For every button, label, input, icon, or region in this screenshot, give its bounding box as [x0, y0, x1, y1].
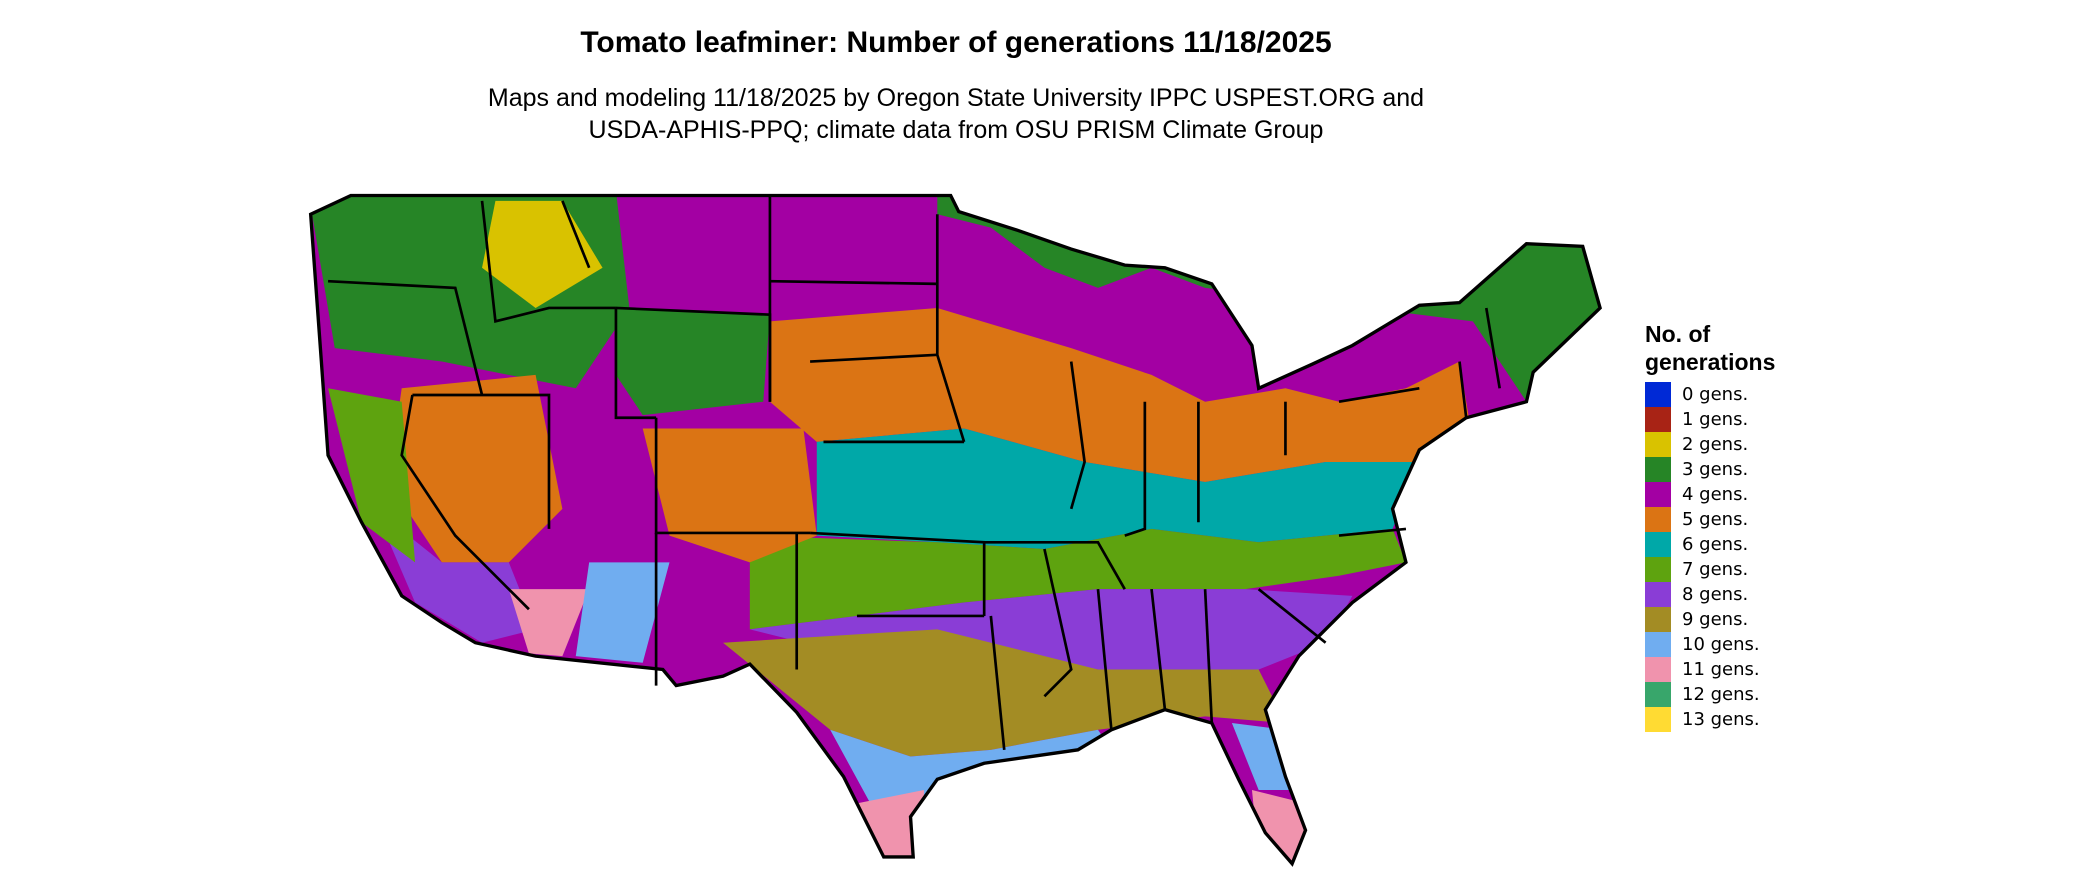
legend-swatch [1645, 482, 1671, 507]
legend-item: 7 gens. [1645, 557, 1775, 582]
legend-title-line1: No. of [1645, 321, 1711, 347]
state-boundary [989, 615, 1006, 750]
legend-item: 11 gens. [1645, 657, 1775, 682]
state-boundary [615, 306, 772, 402]
legend-label: 12 gens. [1682, 684, 1760, 705]
legend-swatch [1645, 707, 1671, 732]
zone-7-gens-coast [328, 388, 416, 563]
legend-label: 0 gens. [1682, 384, 1749, 405]
zone-3-gens-wyoming [615, 307, 770, 416]
state-boundary [1124, 401, 1147, 537]
legend-swatch [1645, 532, 1671, 557]
state-boundary [1150, 589, 1167, 710]
state-boundary [1203, 589, 1214, 724]
state-boundary [810, 353, 938, 363]
legend-swatch [1645, 432, 1671, 457]
state-boundary [1338, 386, 1420, 404]
legend-item: 13 gens. [1645, 707, 1775, 732]
zone-5-gens [769, 307, 1473, 483]
legend-swatch [1645, 657, 1671, 682]
legend-label: 9 gens. [1682, 609, 1749, 630]
legend-item: 6 gens. [1645, 532, 1775, 557]
map-title: Tomato leafminer: Number of generations … [580, 26, 1332, 59]
zone-8-gens [749, 589, 1353, 670]
zone-9-gens [723, 629, 1286, 757]
state-boundary [1484, 307, 1502, 389]
legend-label: 8 gens. [1682, 584, 1749, 605]
state-boundary [327, 279, 484, 396]
state-boundary [1257, 588, 1327, 644]
state-boundary [1069, 361, 1086, 510]
legend-label: 10 gens. [1682, 634, 1760, 655]
legend-item: 12 gens. [1645, 682, 1775, 707]
generation-zones [310, 195, 1601, 864]
legend-item: 8 gens. [1645, 582, 1775, 607]
state-boundary [412, 393, 551, 529]
legend-label: 3 gens. [1682, 459, 1749, 480]
legend-label: 4 gens. [1682, 484, 1749, 505]
legend-swatch [1645, 632, 1671, 657]
state-boundary [935, 214, 966, 443]
zone-7-gens [749, 528, 1406, 630]
legend-swatch [1645, 507, 1671, 532]
legend-item: 2 gens. [1645, 432, 1775, 457]
legend-item: 0 gens. [1645, 382, 1775, 407]
legend-label: 13 gens. [1682, 709, 1760, 730]
legend-label: 1 gens. [1682, 409, 1749, 430]
legend: No. of generations 0 gens. 1 gens. 2 gens.… [1645, 320, 1775, 732]
legend-item: 1 gens. [1645, 407, 1775, 432]
state-boundary [984, 540, 1126, 590]
legend-swatch [1645, 607, 1671, 632]
legend-item: 4 gens. [1645, 482, 1775, 507]
state-boundary [1043, 548, 1073, 698]
legend-label: 2 gens. [1682, 434, 1749, 455]
map-subtitle-line2: USDA-APHIS-PPQ; climate data from OSU PR… [588, 116, 1324, 144]
zone-11-gens-southwest [508, 589, 590, 657]
legend-item: 10 gens. [1645, 632, 1775, 657]
zone-11-gens-florida [1251, 790, 1306, 864]
legend-label: 7 gens. [1682, 559, 1749, 580]
state-boundary [614, 307, 657, 420]
legend-item: 3 gens. [1645, 457, 1775, 482]
legend-title-line2: generations [1645, 349, 1776, 375]
legend-label: 11 gens. [1682, 659, 1760, 680]
legend-title: No. of generations [1645, 320, 1775, 376]
state-boundary [769, 279, 938, 286]
state-boundary [400, 394, 530, 611]
zone-6-gens [816, 428, 1420, 549]
legend-swatch [1645, 382, 1671, 407]
legend-item: 5 gens. [1645, 507, 1775, 532]
zone-5-gens-colorado [642, 428, 817, 563]
state-boundaries [327, 195, 1502, 750]
zone-10-gens-arizona [575, 562, 670, 663]
legend-swatch [1645, 407, 1671, 432]
zone-5-gens-greatbasin [388, 374, 563, 563]
legend-item: 9 gens. [1645, 607, 1775, 632]
state-boundary [1096, 589, 1113, 730]
legend-label: 6 gens. [1682, 534, 1749, 555]
map-subtitle-line1: Maps and modeling 11/18/2025 by Oregon S… [487, 84, 1425, 112]
legend-label: 5 gens. [1682, 509, 1749, 530]
state-boundary [480, 200, 616, 324]
state-boundary [561, 200, 591, 269]
state-boundary [1458, 361, 1468, 418]
us-outline [308, 193, 1602, 867]
legend-swatch [1645, 557, 1671, 582]
legend-swatch [1645, 457, 1671, 482]
legend-swatch [1645, 582, 1671, 607]
zone-8-gens-california [374, 508, 536, 643]
state-boundary [1338, 527, 1407, 537]
legend-swatch [1645, 682, 1671, 707]
